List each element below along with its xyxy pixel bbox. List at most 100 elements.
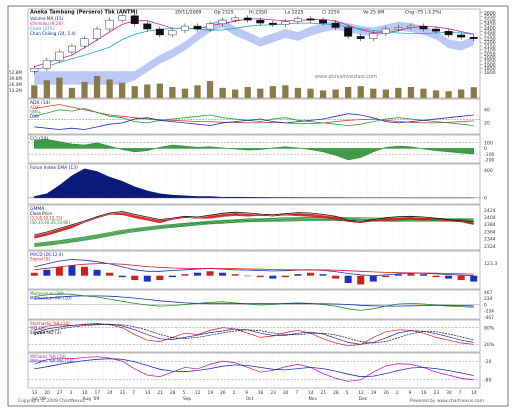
cci-area: [34, 139, 474, 161]
x-tick-label: 10: [82, 390, 88, 396]
macd-hist-bar: [143, 275, 151, 282]
candle-body: [30, 68, 39, 72]
macd-hist-bar: [445, 275, 453, 279]
gmma-tick-label: 2404: [484, 215, 496, 221]
ma-line: [34, 22, 474, 71]
candle-body: [180, 25, 189, 31]
cci-tick-label: -200: [484, 158, 495, 164]
x-tick-label: 7: [132, 390, 135, 396]
price-tick-label: 2500: [484, 18, 496, 24]
header-high: Hi 2350: [249, 10, 267, 16]
mom-tick-label: -467: [484, 315, 494, 321]
volume-bar: [294, 87, 302, 98]
price-tick-label: 1900: [484, 62, 496, 68]
x-tick-label: 2: [396, 390, 399, 396]
macd-hist-bar: [382, 275, 390, 278]
candle-body: [306, 18, 315, 21]
price-tick-label: 2250: [484, 36, 496, 42]
price-tick-label: 2100: [484, 48, 496, 54]
macd-hist-bar: [181, 274, 189, 276]
price-tick-label: 2000: [484, 55, 496, 61]
macd-hist-bar: [231, 274, 239, 276]
candle-body: [344, 27, 353, 37]
month-label: Jul '09: [31, 396, 46, 402]
mom-tick-label: 467: [484, 290, 493, 296]
x-tick-label: 9: [245, 390, 248, 396]
candle-body: [369, 33, 378, 39]
gmma-short-5: [34, 213, 474, 239]
stoch-line-0: [34, 323, 474, 347]
x-tick-label: 13: [32, 390, 38, 396]
candle-body: [206, 23, 215, 30]
volume-bar: [181, 88, 189, 98]
candle-body: [130, 15, 139, 25]
macd-hist-bar: [470, 275, 478, 282]
x-tick-label: 3: [69, 390, 72, 396]
x-tick-label: 5: [346, 390, 349, 396]
volume-tick-label: 39.6M: [9, 76, 22, 81]
macd-hist-bar: [106, 272, 114, 276]
footer-copyright: Copyright © 2009 ChartNexus: [18, 397, 86, 404]
x-tick-label: 21: [321, 390, 327, 396]
macd-hist-bar: [332, 275, 340, 279]
momentum-line: [34, 293, 474, 311]
chart-title: Aneka Tambang (Persero) Tbk (ANTM): [30, 10, 138, 16]
candle-body: [168, 30, 177, 36]
x-tick-label: 2: [233, 390, 236, 396]
macd-hist-bar: [369, 275, 377, 282]
volume-bar: [156, 83, 163, 98]
x-tick-label: 28: [170, 390, 176, 396]
x-tick-label: 20: [44, 390, 50, 396]
macd-hist-bar: [30, 272, 38, 276]
candle-body: [319, 19, 328, 24]
volume-bar: [106, 79, 113, 98]
macd-hist-bar: [281, 275, 289, 278]
price-tick-label: 2550: [484, 14, 496, 20]
x-tick-label: 12: [195, 390, 201, 396]
x-tick-label: 16: [421, 390, 427, 396]
volume-bar: [194, 85, 201, 98]
adx-title: ADX (14): [30, 100, 51, 106]
price-tick-label: 1800: [484, 70, 496, 76]
x-tick-label: 26: [383, 390, 389, 396]
price-tick-label: 2450: [484, 22, 496, 28]
x-tick-label: 19: [371, 390, 377, 396]
macd-hist-bar: [168, 275, 176, 278]
x-tick-label: 19: [208, 390, 214, 396]
macd-hist-bar: [68, 265, 76, 276]
volume-bar: [144, 84, 151, 98]
price-tick-label: 2050: [484, 51, 496, 57]
x-tick-label: 14: [145, 390, 151, 396]
watermark: www.duniainvestasi.com: [315, 74, 377, 80]
gmma-long-4: [34, 219, 474, 247]
cci-tick-label: 100: [484, 141, 493, 147]
month-label: Dec: [359, 396, 368, 402]
candle-body: [331, 22, 340, 28]
x-tick-label: 23: [270, 390, 276, 396]
candle-body: [231, 17, 240, 21]
gmma-close: [34, 211, 474, 236]
sto-legend: Slowed %D (3): [30, 330, 61, 335]
macd-legend: Signal (9): [30, 257, 50, 262]
adx-line-1: [34, 107, 474, 127]
macd-hist-bar: [256, 275, 264, 278]
cci-tick-label: 0: [484, 146, 487, 152]
volume-bar: [169, 87, 176, 98]
candle-body: [193, 25, 202, 30]
fi-tick-label: 0: [484, 196, 487, 202]
gmma-long-5: [34, 220, 474, 247]
candle-body: [281, 21, 290, 25]
macd-hist-bar: [269, 275, 277, 279]
gmma-legend: (3,5,8,10,12,15): [30, 216, 63, 221]
volume-bar: [43, 80, 50, 98]
stoch-line-1: [34, 323, 474, 345]
volume-bar: [420, 88, 427, 98]
volume-bar: [395, 87, 402, 98]
outer-frame: [7, 5, 509, 407]
x-tick-label: 30: [283, 390, 289, 396]
x-tick-label: 28: [333, 390, 339, 396]
gmma-tick-label: 2324: [484, 244, 496, 250]
candle-body: [105, 19, 114, 30]
header-volume: Vo 25.6M: [363, 10, 384, 16]
